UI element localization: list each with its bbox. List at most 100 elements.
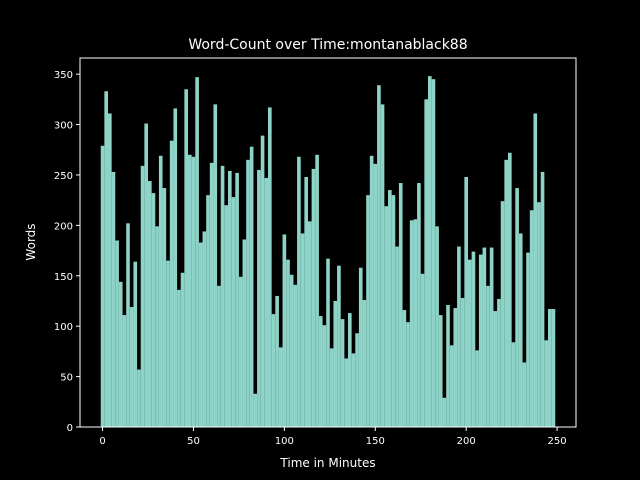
bar [544,340,548,427]
bar [268,107,272,427]
bar [206,195,210,427]
bar [260,135,265,427]
bar [111,171,116,427]
bar [500,201,505,427]
bar [177,289,181,427]
bar [402,310,407,427]
bar [333,300,338,427]
bar [173,108,178,427]
y-tick-label: 100 [54,322,73,333]
bar [249,146,254,427]
bar [202,231,207,427]
bar [464,176,468,427]
bar [478,254,483,427]
bar [275,295,279,427]
bar [133,261,138,427]
bar [304,176,308,427]
bar [329,348,334,427]
bar [220,165,225,427]
bar [188,154,192,428]
bar [417,183,421,427]
bar [337,265,341,427]
bar [213,104,218,428]
bar [228,170,232,427]
plot-frame [79,57,577,428]
bar [122,315,127,427]
bar [508,152,512,427]
bar [497,298,501,427]
bar [409,220,414,427]
y-tick-label: 150 [54,272,73,283]
bar [380,104,385,428]
bar [366,195,370,427]
bar [468,259,472,427]
bar [355,333,359,427]
bar [442,397,447,427]
bar [413,219,418,427]
bar [493,311,498,427]
bar [475,350,479,427]
bar [198,242,203,427]
bar [217,285,221,427]
bar [435,226,439,427]
bar [144,123,148,428]
bar [162,188,167,427]
y-tick-label: 50 [60,373,73,384]
bar [278,347,283,427]
bar [271,314,276,427]
bar [460,297,465,427]
bar [457,246,461,427]
bar [155,226,159,427]
bar [246,159,250,427]
bar [453,308,458,427]
bar [293,284,298,427]
bar [533,113,538,428]
bar [351,353,356,427]
bar [235,172,239,427]
y-tick-label: 300 [54,121,73,132]
bar [151,193,156,427]
bar [322,325,327,427]
bar [515,188,519,427]
bar [318,316,323,427]
bar [348,313,352,427]
bar [344,358,348,427]
bar [231,197,236,427]
bar [253,393,258,427]
bar [242,239,247,427]
bar [537,202,541,427]
bar [286,259,290,427]
bar [308,221,312,427]
bar [297,156,301,427]
bar [326,258,330,427]
bar [522,362,527,427]
bar [315,154,319,428]
y-tick-label: 350 [54,70,73,81]
bar [540,171,545,427]
bar [511,342,516,427]
bar [384,206,388,427]
x-tick-label: 150 [366,436,385,447]
bar [166,260,170,427]
bar [398,183,403,427]
chart-title: Word-Count over Time:montanablack88 [188,37,467,53]
bar [388,190,392,427]
bar [195,77,199,428]
bar [311,168,316,427]
bar [446,305,450,427]
bar [129,307,134,427]
bar [289,274,294,427]
bar [529,210,534,427]
bar [518,233,523,427]
y-tick-label: 250 [54,171,73,182]
bar [140,165,145,427]
bar [282,234,287,427]
bar [148,181,152,427]
bar [209,162,214,427]
y-tick-label: 200 [54,221,73,232]
y-tick-label: 0 [67,423,73,434]
x-tick-label: 200 [457,436,476,447]
bar [224,205,228,427]
